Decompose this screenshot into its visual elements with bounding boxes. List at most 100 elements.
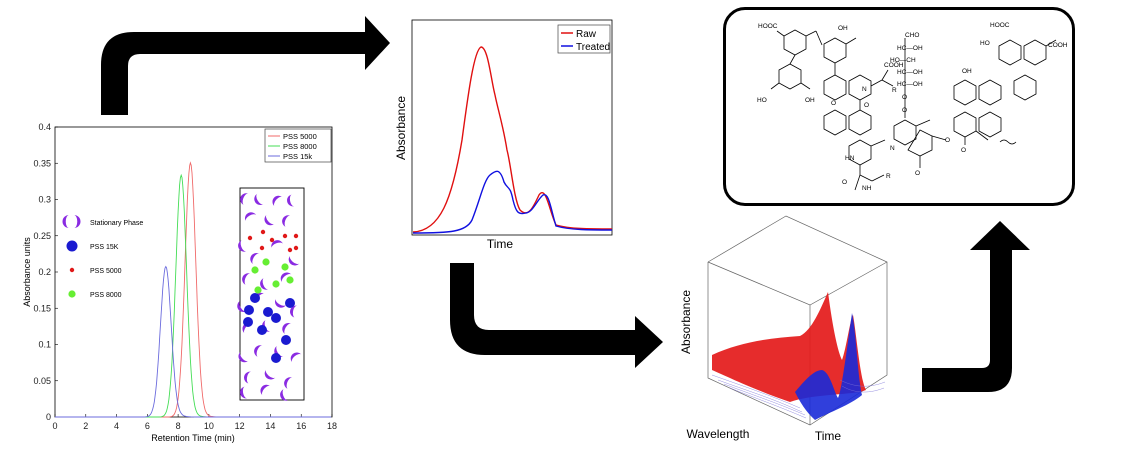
pss15k-particle bbox=[271, 313, 281, 323]
structure-panel bbox=[723, 7, 1075, 206]
treated-surface bbox=[795, 313, 862, 420]
hplc-x-tick-label: 16 bbox=[296, 421, 306, 431]
hplc-series-pss-15k bbox=[55, 265, 332, 418]
hplc-x-tick-label: 10 bbox=[204, 421, 214, 431]
chromatogram-y-axis-label: Absorbance bbox=[394, 96, 408, 160]
group-oh-r: OH bbox=[962, 68, 972, 75]
hplc-legend: PSS 5000 PSS 8000 PSS 15k bbox=[264, 128, 332, 163]
stationary-particle bbox=[242, 273, 251, 285]
atom-o-r2: O bbox=[945, 137, 950, 144]
chemical-structure: HOOC OH HO OH COOH R N O O CHO HC—OH HO—… bbox=[757, 22, 1068, 192]
atom-o-quinone: O bbox=[864, 102, 869, 109]
hplc-x-tick-label: 0 bbox=[52, 421, 57, 431]
atom-o-r3: O bbox=[961, 147, 966, 154]
hplc-x-tick-label: 4 bbox=[114, 421, 119, 431]
group-oh-a: OH bbox=[838, 25, 848, 32]
atom-o-link2: O bbox=[902, 107, 907, 114]
pss15k-particle bbox=[244, 305, 254, 315]
group-cho: CHO bbox=[905, 32, 919, 39]
stationary-particle bbox=[275, 298, 287, 308]
group-oh-c: OH bbox=[805, 97, 815, 104]
group-r-mid: R bbox=[892, 87, 897, 94]
hplc-x-axis-label: Retention Time (min) bbox=[151, 433, 235, 443]
hplc-chart: 0 2 4 6 8 10 12 14 16 18 0 0.05 0.1 0.15 0.2 0.25 0.3 0.… bbox=[22, 122, 337, 443]
stationary-particle bbox=[290, 352, 302, 363]
pss15k-particle bbox=[263, 307, 273, 317]
stationary-particle bbox=[280, 389, 289, 401]
crescent-symbol-icon bbox=[62, 215, 81, 228]
3d-x-axis-label: Wavelength bbox=[687, 427, 750, 441]
stationary-particle bbox=[244, 371, 252, 384]
legend-label-pss15k: PSS 15k bbox=[283, 152, 312, 161]
pss15k-dot-icon bbox=[66, 240, 78, 252]
hplc-x-tick-label: 8 bbox=[176, 421, 181, 431]
stationary-particle bbox=[238, 351, 249, 363]
stationary-particle bbox=[237, 300, 247, 312]
raw-series-line bbox=[412, 46, 613, 233]
surface-3d-chart: Wavelength Absorbance Time bbox=[680, 215, 888, 443]
3d-z-axis-label: Time bbox=[815, 429, 842, 443]
group-ho-r: HO bbox=[980, 40, 990, 47]
pss8000-particle bbox=[251, 266, 259, 274]
structure-labels: HOOC OH HO OH COOH R N O O CHO HC—OH HO—… bbox=[757, 22, 1068, 192]
atom-o-ring: O bbox=[831, 100, 836, 107]
stationary-particle bbox=[284, 377, 293, 389]
legend-label-raw: Raw bbox=[576, 29, 597, 40]
treated-series-line bbox=[412, 170, 613, 234]
arrow-hplc-to-chromatogram bbox=[101, 16, 390, 115]
hplc-y-tick-label: 0.4 bbox=[38, 122, 51, 132]
atom-o-amide: O bbox=[842, 179, 847, 186]
hplc-y-tick-label: 0.05 bbox=[33, 376, 51, 386]
hplc-x-tick-label: 14 bbox=[265, 421, 275, 431]
pss8000-particle bbox=[272, 280, 280, 288]
chromatogram-x-axis-label: Time bbox=[487, 237, 514, 251]
group-cooh-r: COOH bbox=[1048, 42, 1068, 49]
3d-y-axis-label: Absorbance bbox=[680, 290, 693, 354]
hplc-series-lines bbox=[55, 161, 332, 418]
structure-bonds bbox=[770, 29, 1057, 191]
pss15k-particle bbox=[281, 335, 291, 345]
group-ho-ch: HO—CH bbox=[890, 57, 916, 64]
hplc-y-tick-label: 0 bbox=[46, 412, 51, 422]
pss8000-particle bbox=[254, 286, 262, 294]
atom-o-r1: O bbox=[915, 170, 920, 177]
column-key: Stationary Phase PSS 15K PSS 5000 PSS 80… bbox=[62, 215, 143, 299]
pss5000-particle bbox=[259, 245, 265, 251]
hplc-y-tick-label: 0.35 bbox=[33, 158, 51, 168]
column-illustration bbox=[237, 187, 305, 401]
arrow-chromatogram-to-3d bbox=[450, 263, 663, 368]
atom-n-ring: N bbox=[890, 145, 895, 152]
group-hooc-tl: HOOC bbox=[758, 23, 778, 30]
legend-label-pss5000: PSS 5000 bbox=[283, 132, 317, 141]
chromatogram-plot-area bbox=[411, 19, 613, 236]
pss5000-particle bbox=[293, 245, 299, 251]
pss5000-particle bbox=[282, 233, 288, 239]
stationary-particle bbox=[282, 215, 291, 227]
stationary-particle bbox=[280, 272, 292, 283]
stationary-particle bbox=[272, 195, 283, 207]
pss8000-dot-icon bbox=[68, 290, 76, 298]
hplc-y-tick-label: 0.3 bbox=[38, 195, 51, 205]
pss5000-particle bbox=[269, 237, 275, 243]
chromatogram-legend: Raw Treated bbox=[557, 24, 611, 54]
pss5000-particle bbox=[287, 247, 293, 253]
group-nh: NH bbox=[862, 185, 872, 192]
group-hooc-r: HOOC bbox=[990, 22, 1010, 29]
key-label-pss5000: PSS 5000 bbox=[90, 268, 122, 275]
pss15k-particle bbox=[250, 293, 260, 303]
chromatogram-chart: Time Absorbance Raw Treated bbox=[394, 19, 613, 251]
pss15k-particle bbox=[285, 298, 295, 308]
stationary-particle bbox=[288, 255, 300, 266]
hplc-y-tick-label: 0.2 bbox=[38, 267, 51, 277]
arrow-3d-to-structure bbox=[922, 221, 1030, 392]
key-label-pss15k: PSS 15K bbox=[90, 244, 119, 251]
hplc-y-ticks: 0 0.05 0.1 0.15 0.2 0.25 0.3 0.35 0.4 bbox=[33, 122, 58, 422]
legend-label-treated: Treated bbox=[576, 42, 610, 53]
atom-n-mid: N bbox=[862, 86, 867, 93]
stationary-particle bbox=[290, 305, 298, 318]
stationary-particle bbox=[240, 193, 249, 205]
stationary-particle bbox=[260, 278, 269, 290]
stationary-particle bbox=[238, 240, 247, 252]
pss15k-particle bbox=[271, 353, 281, 363]
stationary-particle bbox=[260, 384, 271, 396]
